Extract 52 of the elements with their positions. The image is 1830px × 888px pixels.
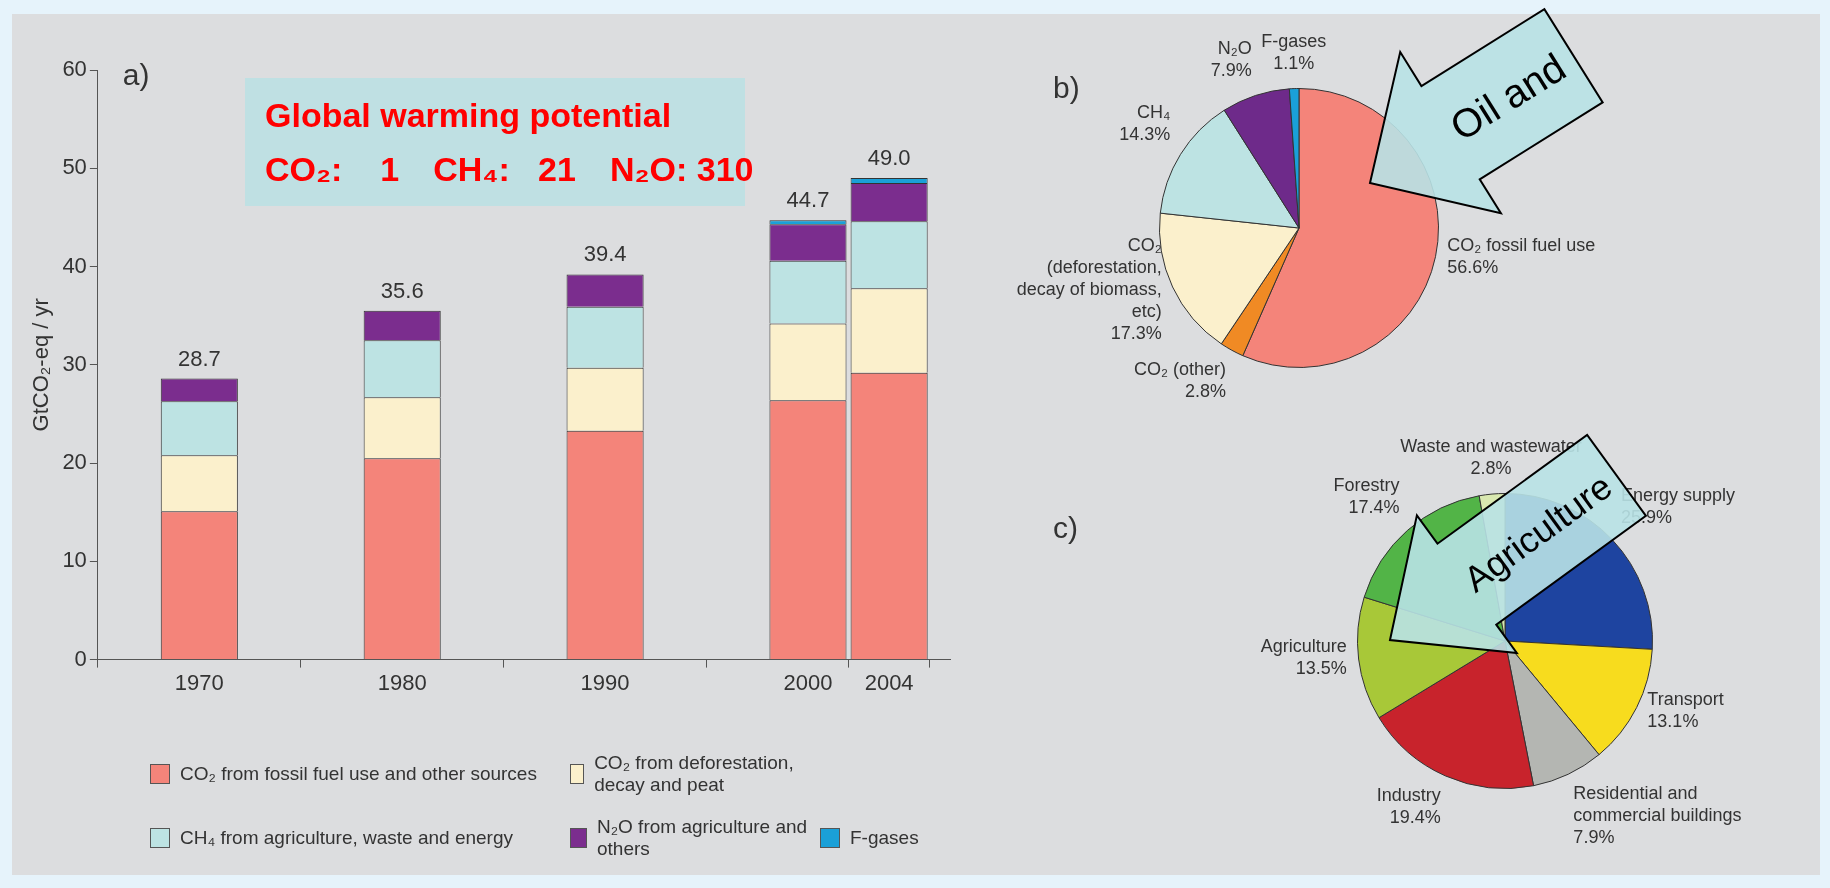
slice-label: F-gases	[1261, 30, 1327, 51]
x-tick-label: 2000	[783, 669, 833, 695]
annotation: N₂O: 310	[609, 149, 754, 190]
y-axis-title: GtCO₂-eq / yr	[28, 298, 54, 432]
legend-label: CO₂ from fossil fuel use and other sources	[180, 763, 537, 785]
data-label: 13.5%	[1295, 658, 1347, 679]
y-tick-label: 20	[62, 449, 87, 475]
text: c)	[1053, 511, 1078, 545]
annotation: Global warming potential	[265, 95, 672, 136]
total-label: 49.0	[867, 145, 911, 171]
data-label: 2.8%	[1470, 458, 1512, 479]
slice-label: CO₂ (deforestation, decay of biomass, etc)	[1016, 235, 1162, 322]
total-label: 44.7	[786, 187, 830, 213]
data-label: 19.4%	[1389, 806, 1441, 827]
annotation: CO₂: 1	[265, 149, 400, 190]
chart-title: a)	[122, 58, 150, 92]
data-label: 56.6%	[1447, 257, 1499, 278]
data-label: 13.1%	[1647, 710, 1699, 731]
slice-label: CO₂ fossil fuel use	[1447, 235, 1596, 256]
x-tick-label: 1990	[580, 669, 630, 695]
y-tick-label: 0	[74, 645, 87, 671]
annotation: CH₄: 21	[433, 149, 576, 190]
data-label: 2.8%	[1184, 380, 1227, 401]
data-label: 14.3%	[1119, 124, 1171, 144]
slice-label: N₂O	[1217, 38, 1252, 59]
slice-label: Agriculture	[1260, 636, 1347, 657]
slice-label: Industry	[1376, 784, 1441, 805]
x-tick-label: 1980	[377, 669, 427, 695]
y-tick-label: 50	[62, 154, 87, 180]
total-label: 39.4	[583, 241, 627, 267]
text: b)	[1053, 71, 1080, 105]
y-tick-label: 40	[62, 252, 87, 278]
total-label: 28.7	[177, 345, 221, 371]
slice-label: CO₂ (other)	[1134, 358, 1227, 379]
legend-label: CO₂ from deforestation, decay and peat	[594, 752, 795, 796]
legend-label: F-gases	[850, 827, 919, 849]
data-label: 17.3%	[1110, 323, 1162, 344]
data-label: 7.9%	[1210, 60, 1252, 81]
legend-label: N₂O from agriculture and others	[596, 816, 809, 860]
slice-label: Residential and commercial buildings	[1573, 783, 1742, 826]
slice-label: Transport	[1647, 688, 1724, 709]
data-label: 7.9%	[1573, 827, 1615, 848]
y-tick-label: 30	[62, 350, 87, 376]
total-label: 35.6	[380, 277, 424, 303]
x-tick-label: 2004	[864, 669, 914, 695]
y-tick-label: 60	[62, 56, 87, 82]
legend-label: CH₄ from agriculture, waste and energy	[180, 827, 514, 849]
slice-label: CH₄	[1136, 102, 1171, 122]
x-tick-label: 1970	[174, 669, 224, 695]
data-label: 1.1%	[1273, 52, 1315, 73]
y-tick-label: 10	[62, 547, 87, 573]
callout-arrow-icon: Oil and	[1368, 7, 1605, 215]
